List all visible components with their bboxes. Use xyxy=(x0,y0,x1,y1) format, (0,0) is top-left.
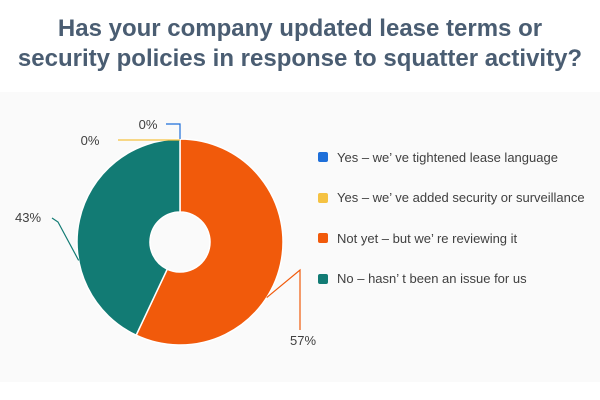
legend-label: Yes – we’ ve added security or surveilla… xyxy=(337,190,585,205)
data-label-reviewing: 57% xyxy=(290,333,316,348)
legend-label: Not yet – but we’ re reviewing it xyxy=(337,230,518,246)
legend-label: No – hasn’ t been an issue for us xyxy=(337,271,527,286)
legend-swatch xyxy=(318,192,328,203)
legend-swatch xyxy=(318,273,328,284)
data-label-added-security: 0% xyxy=(81,133,100,148)
chart-title-line-2: security policies in response to squatte… xyxy=(17,45,583,72)
data-label-not-an-issue: 43% xyxy=(15,210,41,225)
slice-reviewing[interactable] xyxy=(135,138,284,346)
chart-title-line-1: Has your company updated lease terms or xyxy=(57,15,543,42)
leader-line-not-an-issue xyxy=(51,217,80,261)
legend-label: Yes – we’ ve tightened lease language xyxy=(337,149,558,165)
legend-swatch xyxy=(318,152,328,162)
data-label-tightened-lease: 0% xyxy=(139,117,158,132)
chart-title: Has your company updated lease terms or … xyxy=(0,14,600,74)
leader-line-tightened-lease xyxy=(166,123,181,139)
legend-item-added-security[interactable]: Yes – we’ ve added security or surveilla… xyxy=(318,190,598,206)
slice-not-an-issue[interactable] xyxy=(76,138,181,337)
leader-line-reviewing xyxy=(266,268,301,330)
legend-swatch xyxy=(318,233,328,243)
chart-legend: Yes – we’ ve tightened lease language Ye… xyxy=(318,149,598,311)
legend-item-reviewing[interactable]: Not yet – but we’ re reviewing it xyxy=(318,230,598,246)
legend-item-tightened-lease[interactable]: Yes – we’ ve tightened lease language xyxy=(318,149,598,165)
legend-item-not-an-issue[interactable]: No – hasn’ t been an issue for us xyxy=(318,271,598,287)
